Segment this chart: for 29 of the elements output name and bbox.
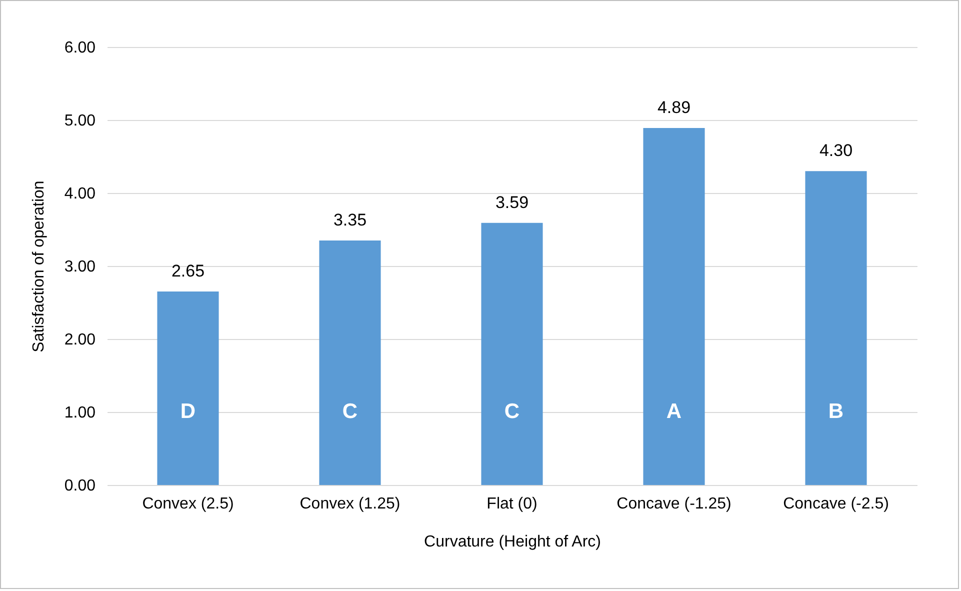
annotation: C bbox=[342, 400, 358, 423]
x-axis-title: Curvature (Height of Arc) bbox=[424, 534, 601, 550]
y-tick-label: 6.00 bbox=[64, 40, 96, 56]
annotation: B bbox=[828, 400, 844, 423]
y-tick-label: 3.00 bbox=[64, 258, 96, 276]
data-label: 4.89 bbox=[657, 98, 691, 118]
bar bbox=[643, 128, 705, 485]
y-tick-label: 0.00 bbox=[64, 478, 96, 494]
data-label: 2.65 bbox=[171, 262, 205, 281]
data-label: 3.35 bbox=[333, 210, 367, 230]
bar bbox=[319, 240, 381, 485]
y-tick-label: 1.00 bbox=[64, 404, 96, 422]
y-axis-title: Satisfaction of operation bbox=[30, 180, 48, 352]
annotation: C bbox=[504, 400, 520, 423]
bar bbox=[157, 292, 219, 485]
x-tick-label: Concave (-2.5) bbox=[783, 496, 889, 512]
data-label: 3.59 bbox=[495, 192, 529, 212]
data-label: 4.30 bbox=[819, 141, 853, 160]
y-tick-label: 5.00 bbox=[64, 112, 96, 130]
y-tick-label: 4.00 bbox=[64, 186, 96, 202]
annotation: D bbox=[180, 400, 196, 423]
x-tick-label: Convex (2.5) bbox=[142, 496, 234, 512]
x-tick-label: Convex (1.25) bbox=[300, 496, 400, 512]
bar bbox=[481, 222, 543, 485]
x-tick-label: Flat (0) bbox=[486, 496, 538, 512]
annotation: A bbox=[666, 400, 682, 423]
y-tick-label: 2.00 bbox=[64, 332, 96, 348]
bar bbox=[805, 171, 867, 485]
x-tick-label: Concave (-1.25) bbox=[616, 496, 732, 512]
